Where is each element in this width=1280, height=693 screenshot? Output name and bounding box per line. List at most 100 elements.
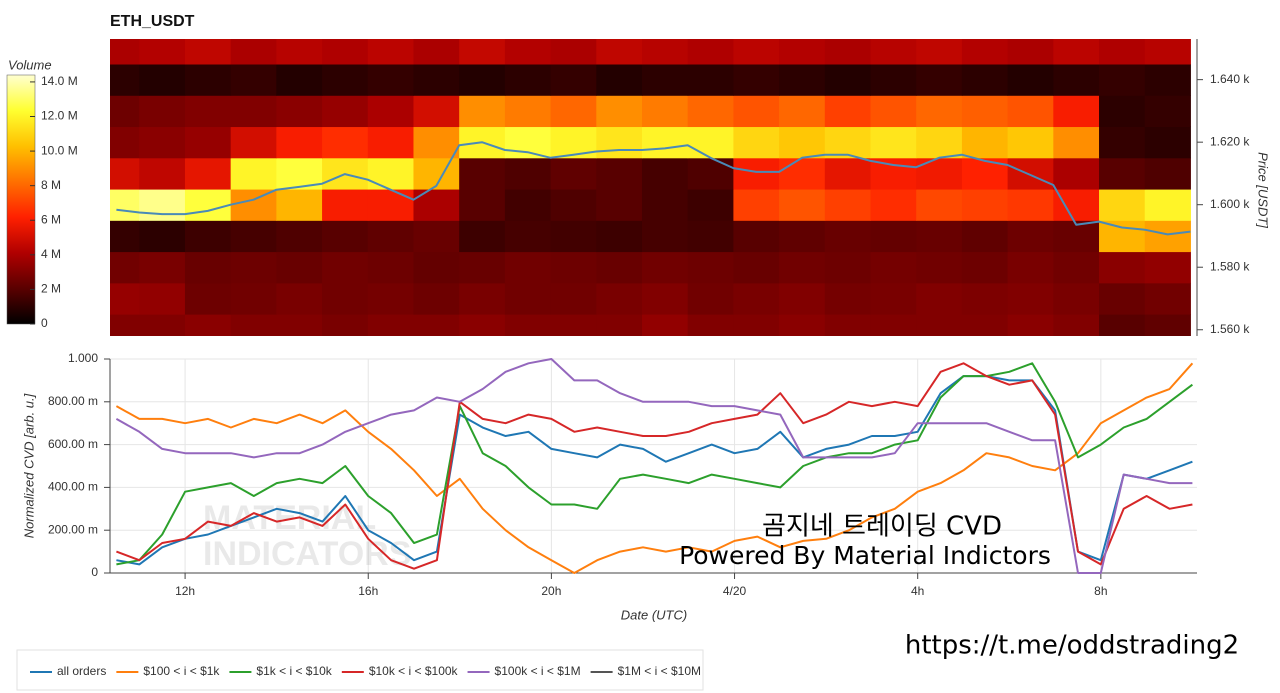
heatmap-cell [1099, 39, 1146, 65]
heatmap-cell [1053, 282, 1100, 315]
heatmap-cell [1144, 251, 1191, 284]
legend-box [16, 649, 704, 691]
heatmap-cell [230, 189, 277, 221]
y-tick-label: 800.00 m [48, 394, 98, 408]
x-tick-label: 8h [1094, 584, 1107, 598]
heatmap-cell [413, 39, 460, 65]
colorbar-tick-label: 2 M [41, 282, 61, 296]
heatmap-cell [641, 126, 689, 159]
heatmap-cell [139, 126, 186, 159]
heatmap-cell [139, 314, 186, 336]
y-axis-label: Normalized CVD [arb. u.] [21, 393, 36, 538]
heatmap-cell [961, 251, 1009, 284]
heatmap-cell [596, 314, 643, 336]
heatmap-cell [641, 220, 689, 253]
heatmap-cell [1053, 189, 1100, 221]
heatmap-cell [110, 189, 140, 221]
heatmap-cell [824, 95, 872, 128]
colorbar-tick-label: 0 [41, 316, 48, 330]
y-tick-label: 200.00 m [48, 522, 98, 536]
heatmap-cell [1099, 314, 1146, 336]
series-line [115, 362, 1194, 574]
heatmap-cell [413, 189, 460, 221]
annotation: Powered By Material Indictors [679, 541, 1051, 570]
y-tick-label: 0 [91, 565, 98, 579]
heatmap-cell [139, 39, 186, 65]
heatmap-cell [367, 251, 414, 284]
heatmap-cell [1099, 64, 1146, 96]
heatmap-cell [687, 126, 734, 159]
heatmap-cell [413, 251, 460, 284]
heatmap-cell [916, 251, 963, 284]
heatmap-cell [276, 220, 323, 253]
series-line [116, 362, 1193, 566]
heatmap-cell [230, 64, 277, 96]
heatmap-cell [1007, 251, 1054, 284]
heatmap-cell [139, 64, 186, 96]
heatmap-cell [733, 282, 780, 315]
heatmap-cell [733, 220, 780, 253]
heatmap-cell [733, 157, 780, 190]
heatmap-cell [596, 157, 643, 190]
heatmap-cell [367, 189, 414, 221]
heatmap-cell [459, 39, 506, 65]
heatmap-cell [916, 314, 963, 336]
heatmap-cell [322, 282, 369, 315]
heatmap-cell [596, 251, 643, 284]
heatmap-cell [230, 314, 277, 336]
heatmap-cell [1099, 189, 1146, 221]
heatmap-cell [322, 314, 369, 336]
heatmap-cell [110, 220, 140, 253]
heatmap-cell [110, 126, 140, 159]
heatmap-cell [184, 282, 232, 315]
heatmap-cell [596, 126, 643, 159]
heatmap-cell [961, 64, 1009, 96]
heatmap-cell [824, 220, 872, 253]
heatmap-cell [276, 189, 323, 221]
heatmap-cell [733, 314, 780, 336]
heatmap-cell [961, 282, 1009, 315]
heatmap-cell [824, 251, 872, 284]
heatmap-cell [504, 126, 552, 159]
heatmap-cell [779, 220, 826, 253]
heatmap-cell [184, 189, 232, 221]
heatmap-cell [276, 64, 323, 96]
heatmap-cell [641, 189, 689, 221]
heatmap-cell [230, 220, 277, 253]
heatmap-cell [1144, 282, 1191, 315]
heatmap-cell [687, 282, 734, 315]
heatmap-cell [413, 95, 460, 128]
heatmap-cell [961, 95, 1009, 128]
heatmap-cell [110, 314, 140, 336]
annotation: 곰지네 트레이딩 CVD [762, 512, 1002, 542]
heatmap-cell [779, 157, 826, 190]
legend-label: $1k < i < $10k [256, 664, 332, 678]
heatmap-cell [322, 64, 369, 96]
heatmap-cell [110, 95, 140, 128]
heatmap-cell [322, 189, 369, 221]
heatmap-cell [367, 220, 414, 253]
heatmap-cell [824, 189, 872, 221]
heatmap-cell [139, 189, 186, 221]
heatmap-cell [413, 126, 460, 159]
annotation: https://t.me/oddstrading2 [905, 631, 1239, 661]
heatmap-cell [504, 39, 552, 65]
heatmap-cell [413, 220, 460, 253]
heatmap-cell [779, 251, 826, 284]
heatmap-cell [322, 220, 369, 253]
heatmap-cell [641, 314, 689, 336]
heatmap-cell [367, 95, 414, 128]
heatmap-cell [870, 39, 917, 65]
heatmap-cell [1099, 282, 1146, 315]
heatmap-cell [459, 220, 506, 253]
heatmap-cell [1099, 251, 1146, 284]
heatmap-cell [1144, 64, 1191, 96]
x-tick-label: 16h [358, 584, 378, 598]
heatmap-cell [870, 314, 917, 336]
heatmap-cell [276, 251, 323, 284]
heatmap-cell [1144, 314, 1191, 336]
heatmap-cell [916, 39, 963, 65]
heatmap-cell [459, 189, 506, 221]
heatmap-cell [779, 64, 826, 96]
